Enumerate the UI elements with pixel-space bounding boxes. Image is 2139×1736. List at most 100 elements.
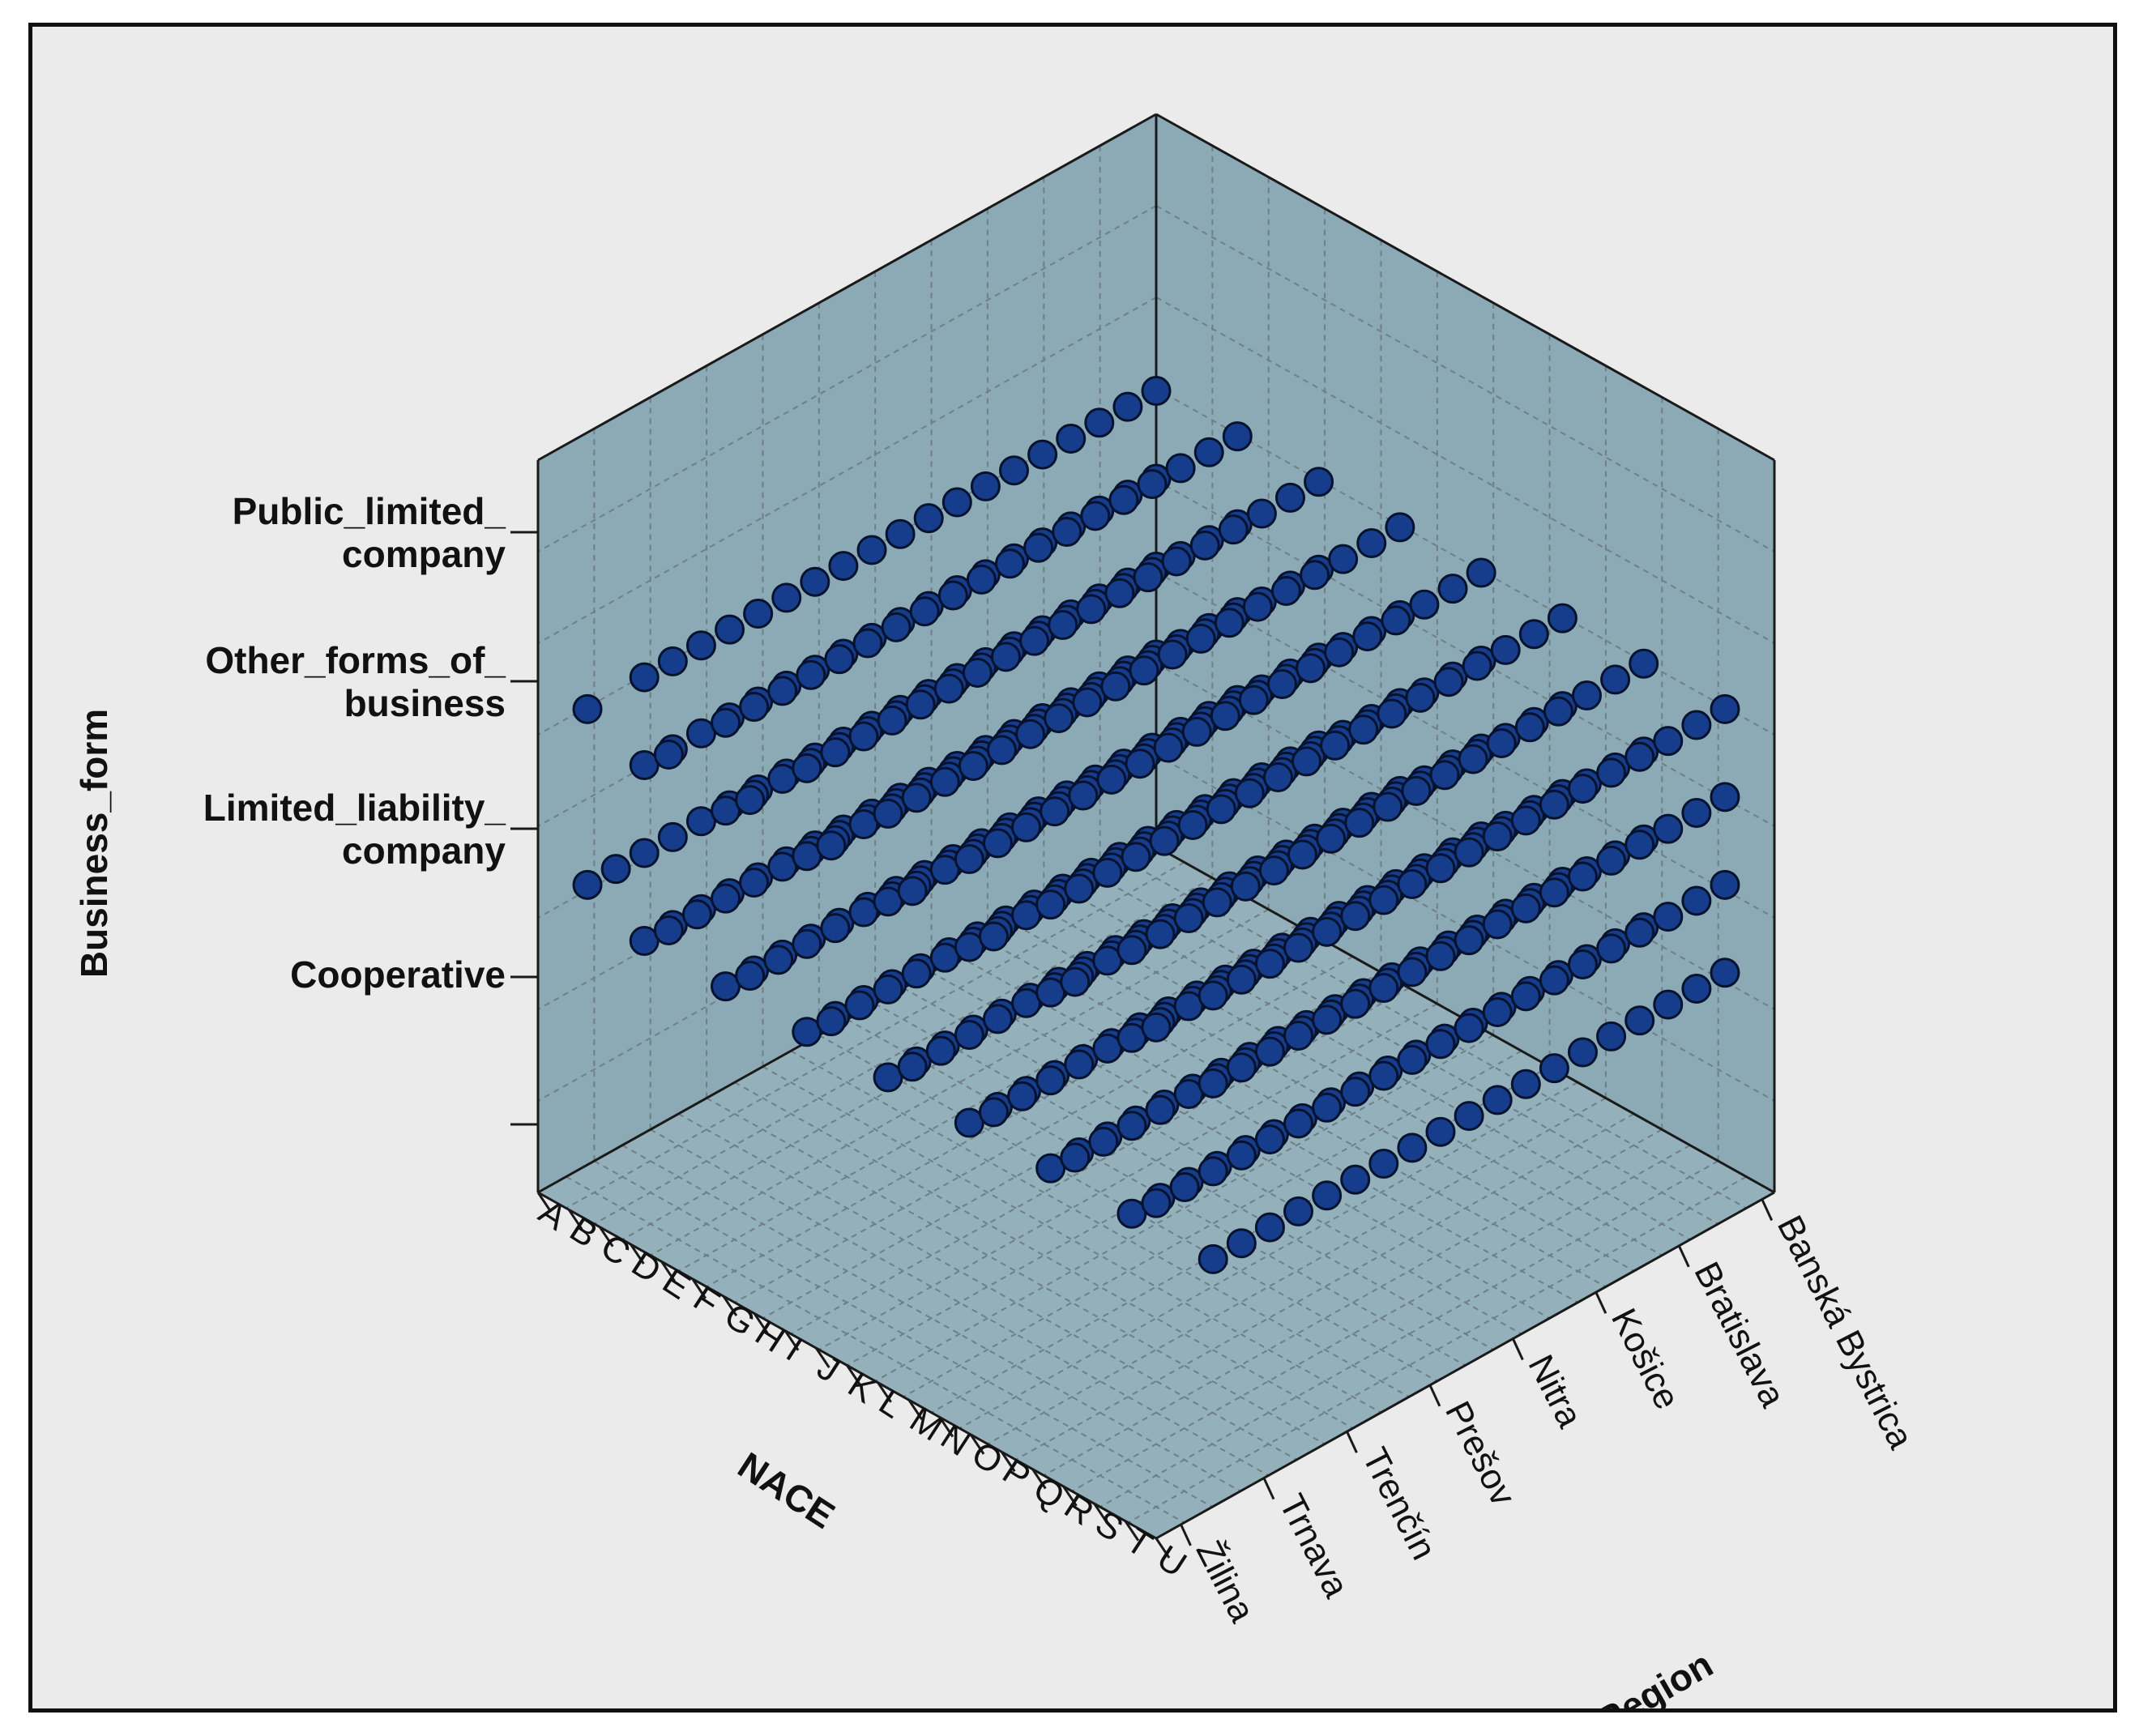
- data-point[interactable]: [1625, 741, 1655, 772]
- data-point[interactable]: [1185, 623, 1216, 654]
- data-point[interactable]: [1596, 1021, 1627, 1051]
- data-point[interactable]: [1454, 1101, 1484, 1132]
- data-point[interactable]: [1653, 902, 1684, 932]
- data-point[interactable]: [657, 646, 688, 676]
- data-point[interactable]: [970, 471, 1001, 501]
- data-point[interactable]: [1023, 532, 1054, 563]
- data-point[interactable]: [905, 689, 936, 720]
- data-point[interactable]: [1019, 625, 1050, 656]
- data-point[interactable]: [653, 915, 684, 945]
- data-point[interactable]: [1710, 693, 1740, 724]
- data-point[interactable]: [1145, 1094, 1176, 1125]
- data-point[interactable]: [1710, 782, 1740, 813]
- data-point[interactable]: [1433, 667, 1464, 697]
- data-point[interactable]: [735, 785, 766, 816]
- data-point[interactable]: [1206, 794, 1236, 825]
- data-point[interactable]: [1543, 696, 1573, 727]
- data-point[interactable]: [1015, 719, 1046, 749]
- data-point[interactable]: [653, 739, 684, 770]
- data-point[interactable]: [1040, 796, 1070, 827]
- data-point[interactable]: [1653, 813, 1684, 844]
- data-point[interactable]: [1181, 716, 1212, 747]
- data-point[interactable]: [1198, 980, 1228, 1011]
- data-point[interactable]: [1316, 823, 1347, 854]
- data-point[interactable]: [1141, 376, 1172, 407]
- data-point[interactable]: [1007, 1081, 1038, 1111]
- data-point[interactable]: [1283, 932, 1313, 963]
- data-point[interactable]: [711, 707, 741, 738]
- data-point[interactable]: [933, 673, 964, 704]
- data-point[interactable]: [1681, 710, 1712, 740]
- data-point[interactable]: [792, 753, 822, 783]
- data-point[interactable]: [1226, 1052, 1257, 1083]
- data-point[interactable]: [958, 751, 988, 782]
- data-point[interactable]: [1653, 726, 1684, 757]
- data-point[interactable]: [1454, 837, 1484, 868]
- data-point[interactable]: [966, 564, 997, 595]
- data-point[interactable]: [1344, 808, 1375, 838]
- data-point[interactable]: [1112, 391, 1143, 422]
- data-point[interactable]: [1596, 845, 1627, 876]
- data-point[interactable]: [1567, 861, 1598, 892]
- data-point[interactable]: [1629, 648, 1659, 679]
- data-point[interactable]: [1254, 949, 1285, 979]
- data-point[interactable]: [1320, 730, 1351, 761]
- data-point[interactable]: [986, 735, 1017, 766]
- data-point[interactable]: [1596, 933, 1627, 964]
- data-point[interactable]: [1202, 887, 1232, 918]
- data-point[interactable]: [885, 518, 916, 549]
- data-point[interactable]: [1210, 701, 1240, 732]
- data-point[interactable]: [852, 628, 883, 659]
- data-point[interactable]: [1368, 973, 1399, 1004]
- data-point[interactable]: [1274, 482, 1305, 513]
- data-point[interactable]: [848, 721, 879, 752]
- data-point[interactable]: [828, 551, 859, 582]
- data-point[interactable]: [1035, 889, 1066, 920]
- data-point[interactable]: [1466, 557, 1496, 588]
- data-point[interactable]: [1161, 546, 1192, 577]
- data-point[interactable]: [763, 945, 794, 975]
- data-point[interactable]: [681, 899, 712, 930]
- data-point[interactable]: [1080, 501, 1111, 531]
- data-point[interactable]: [1262, 762, 1293, 793]
- data-point[interactable]: [1254, 1124, 1285, 1155]
- data-point[interactable]: [978, 921, 1009, 952]
- data-point[interactable]: [1348, 714, 1379, 745]
- data-point[interactable]: [1096, 764, 1127, 795]
- data-point[interactable]: [1368, 1060, 1399, 1091]
- data-point[interactable]: [1567, 774, 1598, 804]
- data-point[interactable]: [1340, 1077, 1371, 1107]
- data-point[interactable]: [1283, 1108, 1313, 1139]
- data-point[interactable]: [1710, 869, 1740, 900]
- data-point[interactable]: [1048, 610, 1078, 641]
- data-point[interactable]: [1145, 919, 1176, 949]
- data-point[interactable]: [999, 455, 1030, 486]
- data-point[interactable]: [941, 487, 972, 518]
- data-point[interactable]: [1429, 760, 1460, 791]
- data-point[interactable]: [1653, 989, 1684, 1020]
- data-point[interactable]: [1539, 789, 1569, 820]
- data-point[interactable]: [1133, 562, 1163, 593]
- data-point[interactable]: [1437, 574, 1468, 604]
- data-point[interactable]: [937, 580, 968, 611]
- data-point[interactable]: [1312, 1092, 1343, 1123]
- data-point[interactable]: [1283, 1020, 1313, 1051]
- data-point[interactable]: [901, 958, 932, 989]
- data-point[interactable]: [929, 766, 960, 797]
- data-point[interactable]: [1254, 1212, 1285, 1243]
- data-point[interactable]: [1060, 966, 1091, 997]
- data-point[interactable]: [1072, 687, 1103, 718]
- data-point[interactable]: [1458, 744, 1488, 774]
- data-point[interactable]: [1681, 797, 1712, 828]
- data-point[interactable]: [1129, 655, 1159, 686]
- data-point[interactable]: [982, 828, 1013, 859]
- data-point[interactable]: [1425, 1029, 1456, 1060]
- data-point[interactable]: [1373, 791, 1403, 822]
- data-point[interactable]: [1104, 578, 1135, 608]
- data-point[interactable]: [1157, 639, 1188, 670]
- data-point[interactable]: [800, 566, 830, 597]
- data-point[interactable]: [1312, 1180, 1343, 1211]
- data-point[interactable]: [1027, 439, 1058, 470]
- data-point[interactable]: [1625, 830, 1655, 860]
- data-point[interactable]: [1510, 893, 1541, 923]
